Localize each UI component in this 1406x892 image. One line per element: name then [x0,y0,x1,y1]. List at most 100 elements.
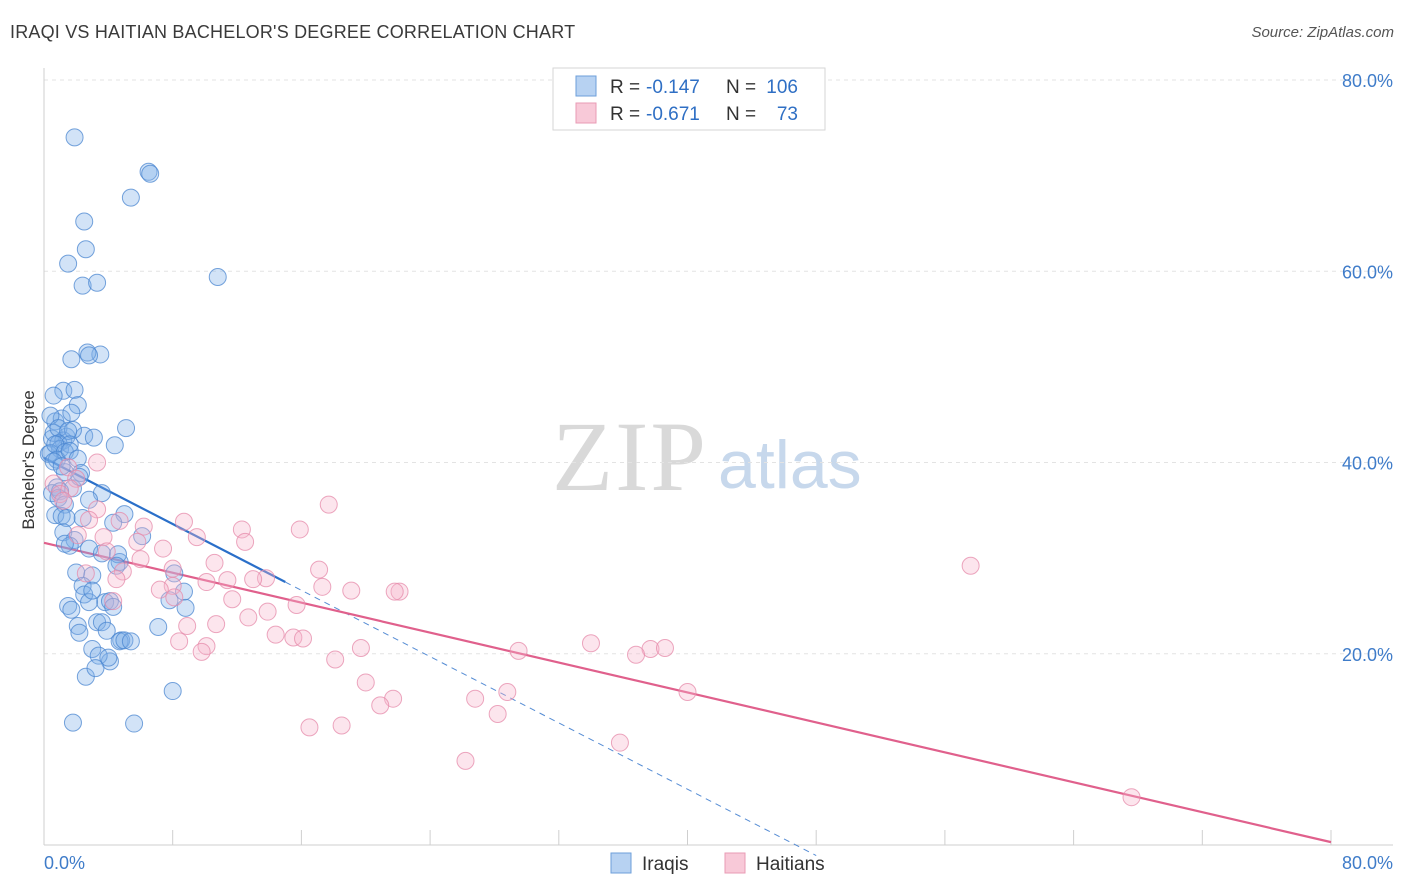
point-haitians [1122,788,1141,807]
point-haitians [54,491,73,510]
point-iraqis [80,593,99,612]
trend-extension-iraqis [285,581,817,856]
point-haitians [678,683,697,701]
point-haitians [284,628,303,647]
legend-label-iraqis: Iraqis [642,854,688,875]
point-haitians [310,560,329,579]
x-tick-label-max: 80.0% [1342,853,1393,873]
point-iraqis [141,164,160,183]
point-iraqis [121,188,140,207]
point-haitians [655,639,674,658]
y-tick-label-60: 60.0% [1342,262,1393,282]
stats-n-value-2: 73 [777,104,798,125]
source-credit: Source: ZipAtlas.com [1251,24,1394,41]
point-iraqis [80,346,99,365]
point-iraqis [65,380,84,399]
point-iraqis [76,240,95,259]
stats-swatch-iraqis [575,75,597,97]
point-haitians [627,645,646,664]
axes [43,68,1393,846]
point-haitians [342,581,361,600]
point-iraqis [55,463,74,482]
point-iraqis [149,617,168,636]
point-haitians [110,511,129,530]
stats-r-label-2: R = [610,104,640,125]
data-points [39,128,1141,807]
watermark-zip: ZIP [552,401,708,512]
y-tick-label-80: 80.0% [1342,71,1393,91]
point-iraqis [62,403,81,422]
point-haitians [300,718,319,737]
legend-label-haitians: Haitians [756,854,825,875]
point-haitians [165,588,184,607]
point-iraqis [59,421,78,440]
point-iraqis [105,436,124,455]
legend-swatch-iraqis [610,852,632,874]
point-iraqis [176,598,195,617]
point-haitians [205,553,224,572]
x-tick-label-min: 0.0% [44,853,85,873]
point-iraqis [115,631,134,650]
stats-n-value-1: 106 [766,77,798,98]
point-haitians [319,495,338,514]
point-iraqis [65,530,84,549]
point-iraqis [59,254,78,273]
point-haitians [456,751,475,770]
point-iraqis [86,659,105,678]
point-iraqis [92,613,111,632]
point-haitians [150,580,169,599]
point-haitians [290,520,309,539]
point-haitians [170,632,189,651]
point-haitians [581,634,600,653]
point-iraqis [62,600,81,619]
stats-r-label-1: R = [610,77,640,98]
point-haitians [187,528,206,547]
point-iraqis [73,276,92,295]
point-haitians [192,642,211,661]
point-haitians [266,625,285,644]
point-haitians [76,564,95,583]
point-haitians [257,569,276,588]
stats-r-value-1: -0.147 [646,77,700,98]
point-iraqis [117,419,136,438]
point-iraqis [73,508,92,527]
point-haitians [313,577,332,596]
point-iraqis [55,534,74,553]
point-haitians [287,595,306,614]
point-haitians [154,539,173,558]
point-haitians [385,582,404,601]
point-haitians [509,641,528,660]
point-haitians [258,602,277,621]
point-haitians [961,556,980,575]
point-haitians [207,615,226,634]
point-haitians [107,570,126,589]
point-iraqis [70,623,89,642]
point-haitians [113,562,132,581]
point-haitians [178,617,197,636]
point-iraqis [163,682,182,701]
point-iraqis [57,508,76,527]
point-haitians [174,512,193,531]
y-axis-label: Bachelor's Degree [19,390,38,529]
series-legend: Iraqis Haitians [610,852,825,875]
legend-swatch-haitians [724,852,746,874]
point-iraqis [44,386,63,405]
point-iraqis [78,343,97,362]
point-haitians [498,683,517,701]
point-haitians [326,650,345,669]
point-iraqis [46,506,65,525]
point-haitians [488,704,507,723]
point-haitians [67,469,86,488]
point-iraqis [174,582,193,601]
point-haitians [104,592,123,611]
stats-n-label-2: N = [726,104,756,125]
trend-line-haitians [43,541,1332,844]
point-iraqis [133,527,152,546]
point-haitians [236,532,255,551]
point-iraqis [65,128,84,147]
point-iraqis [104,513,123,532]
point-iraqis [104,597,123,616]
point-iraqis [62,350,81,369]
point-haitians [223,590,242,609]
